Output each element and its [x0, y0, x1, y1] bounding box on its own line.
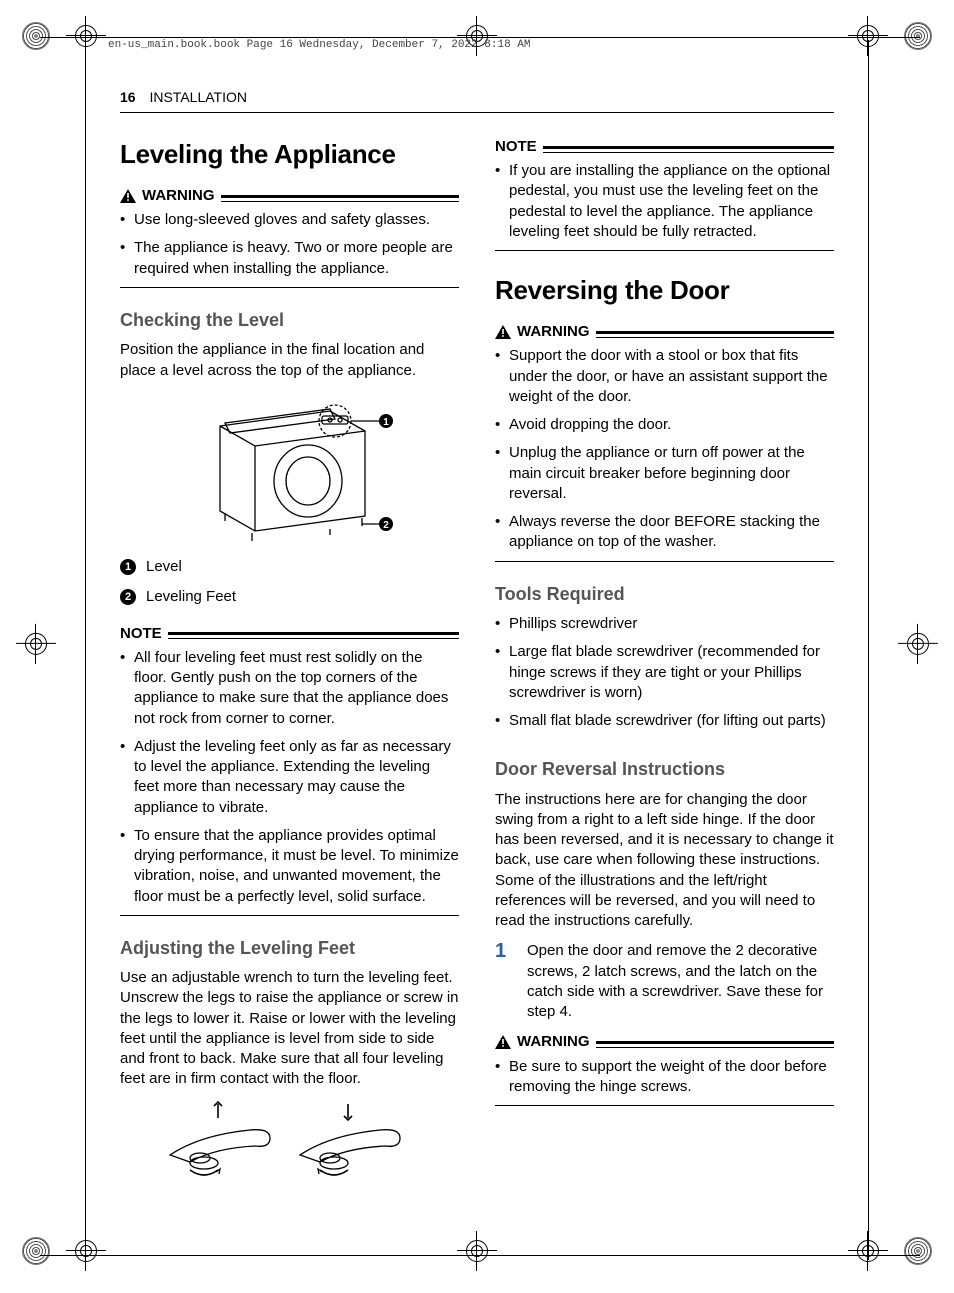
svg-text:1: 1	[383, 417, 389, 428]
crop-mark-bc	[463, 1237, 491, 1271]
warning-box-header: WARNING	[120, 186, 459, 206]
crop-line-left	[85, 40, 86, 1260]
legend-num: 2	[120, 589, 136, 605]
note-box-header: NOTE	[120, 624, 459, 644]
legend-num: 1	[120, 559, 136, 575]
note-item: To ensure that the appliance provides op…	[120, 826, 459, 907]
step-number: 1	[495, 941, 513, 1022]
section-reversing-door: Reversing the Door	[495, 273, 834, 308]
warning-list: Support the door with a stool or box tha…	[495, 346, 834, 552]
step-text: Open the door and remove the 2 decorativ…	[527, 941, 834, 1022]
note-label: NOTE	[495, 137, 537, 157]
figure-legend: 1 Level 2 Leveling Feet	[120, 557, 459, 608]
note-label: NOTE	[120, 624, 162, 644]
subhead-adjusting-feet: Adjusting the Leveling Feet	[120, 936, 459, 960]
warning-item: Avoid dropping the door.	[495, 415, 834, 435]
warning-label: WARNING	[517, 1032, 590, 1052]
tools-list: Phillips screwdriver Large flat blade sc…	[495, 614, 834, 731]
note-item: All four leveling feet must rest solidly…	[120, 648, 459, 729]
crop-mark-tr	[854, 22, 932, 56]
body-text: The instructions here are for changing t…	[495, 790, 834, 932]
warning-icon	[120, 189, 136, 203]
warning-icon	[495, 325, 511, 339]
note-box-header: NOTE	[495, 137, 834, 157]
figure-wrench-feet	[120, 1100, 459, 1186]
warning-item: Unplug the appliance or turn off power a…	[495, 443, 834, 504]
section-leveling: Leveling the Appliance	[120, 137, 459, 172]
svg-text:2: 2	[383, 520, 389, 531]
warning-box-header: WARNING	[495, 322, 834, 342]
tool-item: Large flat blade screwdriver (recommende…	[495, 642, 834, 703]
tool-item: Small flat blade screwdriver (for liftin…	[495, 711, 834, 731]
warning-list: Be sure to support the weight of the doo…	[495, 1057, 834, 1098]
warning-item: Always reverse the door BEFORE stacking …	[495, 512, 834, 553]
warning-list: Use long-sleeved gloves and safety glass…	[120, 210, 459, 279]
warning-item: Use long-sleeved gloves and safety glass…	[120, 210, 459, 230]
warning-label: WARNING	[142, 186, 215, 206]
warning-item: Be sure to support the weight of the doo…	[495, 1057, 834, 1098]
warning-item: Support the door with a stool or box tha…	[495, 346, 834, 407]
note-item: If you are installing the appliance on t…	[495, 161, 834, 242]
crop-mark-tl	[22, 22, 100, 56]
figure-dryer-level: 1 2	[120, 391, 459, 547]
crop-mark-lc	[22, 629, 50, 663]
crop-line-right	[868, 40, 869, 1260]
step-list: 1 Open the door and remove the 2 decorat…	[495, 941, 834, 1022]
warning-item: The appliance is heavy. Two or more peop…	[120, 238, 459, 279]
legend-label: Level	[146, 557, 182, 577]
body-text: Use an adjustable wrench to turn the lev…	[120, 968, 459, 1090]
page-number: 16	[120, 89, 136, 105]
warning-label: WARNING	[517, 322, 590, 342]
page-body: 16 INSTALLATION Leveling the Appliance W…	[120, 88, 834, 1187]
step-item: 1 Open the door and remove the 2 decorat…	[495, 941, 834, 1022]
subhead-checking-level: Checking the Level	[120, 308, 459, 332]
crop-mark-br	[854, 1237, 932, 1271]
warning-icon	[495, 1035, 511, 1049]
legend-label: Leveling Feet	[146, 587, 236, 607]
running-head-text: INSTALLATION	[149, 89, 247, 105]
crop-mark-rc	[904, 629, 932, 663]
note-item: Adjust the leveling feet only as far as …	[120, 737, 459, 818]
subhead-door-reversal: Door Reversal Instructions	[495, 757, 834, 781]
running-head: 16 INSTALLATION	[120, 88, 834, 113]
note-list: If you are installing the appliance on t…	[495, 161, 834, 242]
warning-box-header: WARNING	[495, 1032, 834, 1052]
print-stamp: en-us_main.book.book Page 16 Wednesday, …	[108, 38, 530, 53]
tool-item: Phillips screwdriver	[495, 614, 834, 634]
subhead-tools-required: Tools Required	[495, 582, 834, 606]
note-list: All four leveling feet must rest solidly…	[120, 648, 459, 907]
body-text: Position the appliance in the final loca…	[120, 340, 459, 381]
crop-line-bottom	[40, 1255, 920, 1256]
crop-mark-bl	[22, 1237, 100, 1271]
